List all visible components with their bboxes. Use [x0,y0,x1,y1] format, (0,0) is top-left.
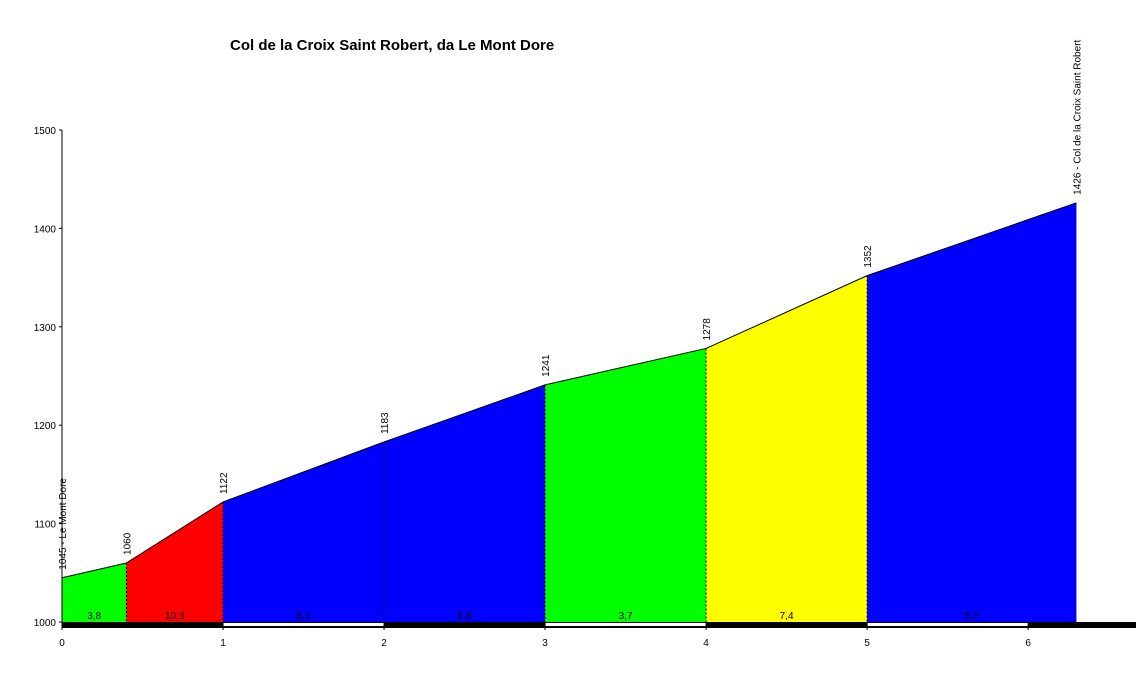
elevation-label: 1352 [863,245,874,268]
y-tick-label: 1100 [34,520,56,531]
y-tick-label: 1000 [34,618,57,629]
profile-segment [867,202,1077,623]
km-stripe [223,623,385,626]
profile-edge [544,347,707,386]
gradient-label: 3,8 [87,611,101,622]
elevation-label: 1183 [380,412,391,434]
gradient-label: 6,1 [297,611,311,622]
elevation-label: 1278 [702,318,713,341]
gradient-label: 7,4 [780,611,794,622]
elevation-label: 1426 - Col de la Croix Saint Robert [1072,40,1083,195]
profile-segment [126,501,224,622]
profile-segment [384,384,546,622]
elevation-label: 1241 [541,354,552,377]
y-tick-label: 1200 [34,421,57,432]
elevation-label: 1060 [122,532,133,555]
x-tick-label: 4 [703,638,709,649]
elevation-label: 1045 - Le Mont Dore [58,478,69,570]
y-tick-label: 1300 [34,323,57,334]
profile-edge [705,275,868,349]
profile-edge [61,562,127,579]
y-tick-label: 1400 [34,224,57,235]
gradient-label: 3,7 [619,611,633,622]
x-tick-label: 0 [59,638,65,649]
profile-segment [545,348,707,622]
km-stripe [545,623,707,626]
profile-edge [126,501,224,564]
profile-segment [706,275,868,622]
profile-segment [62,562,127,622]
x-tick-label: 3 [542,638,548,649]
profile-segment [223,441,385,622]
profile-edge [866,202,1077,277]
gradient-label: 5,7 [965,611,979,622]
profile-edge [222,441,385,503]
gradient-label: 10,3 [165,611,185,622]
chart-title: Col de la Croix Saint Robert, da Le Mont… [230,37,554,54]
km-stripe [867,623,1029,626]
profile-edge [383,384,546,443]
elevation-label: 1122 [219,472,230,494]
x-tick-label: 5 [864,638,870,649]
gradient-label: 5,8 [458,611,472,622]
x-tick-label: 1 [220,638,226,649]
x-tick-label: 2 [381,638,387,649]
x-tick-label: 6 [1025,638,1031,649]
y-tick-label: 1500 [34,126,57,137]
